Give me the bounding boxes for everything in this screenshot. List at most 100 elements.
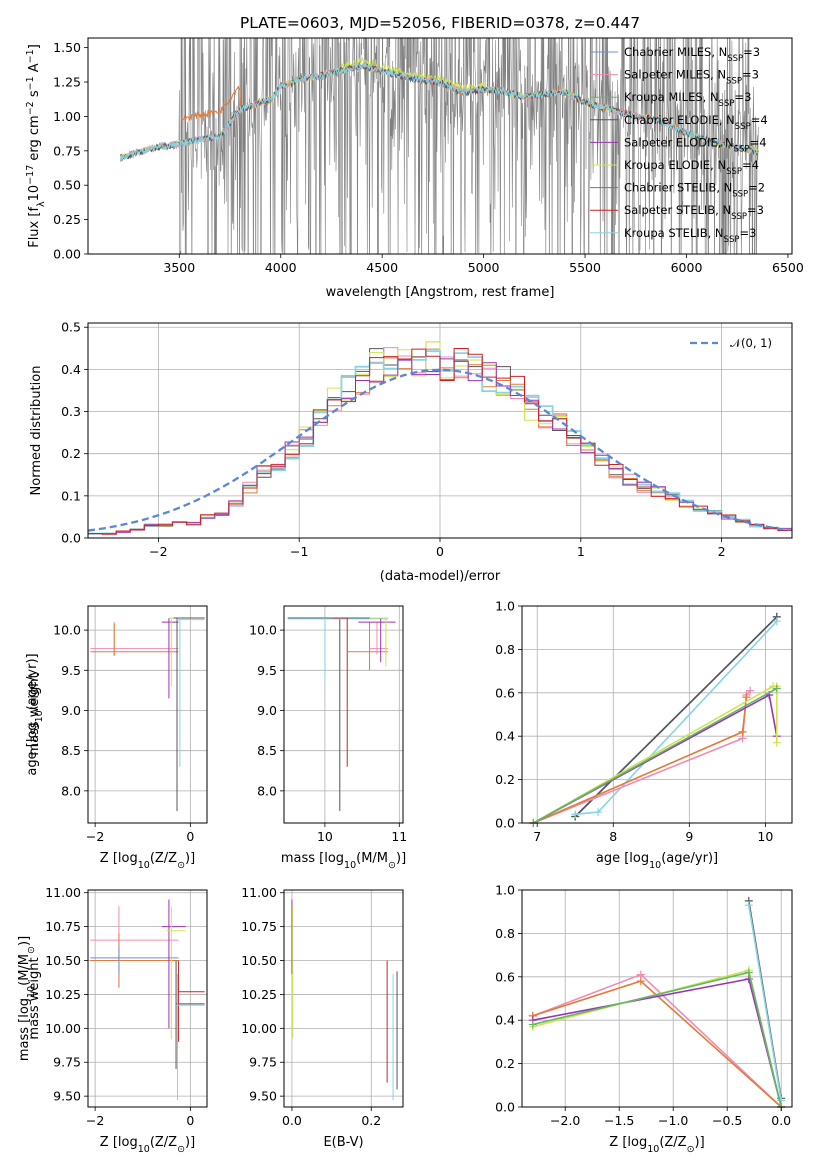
legend-text: Chabrier ELODIE, N — [624, 113, 735, 127]
y-tick-label: 9.50 — [249, 1089, 277, 1104]
axis-frame — [87, 605, 208, 824]
axes-mass_vs_Z: −2 0 9.50 9.75 10.00 10.25 10.50 10.75 11.00 Z [l… — [17, 885, 208, 1155]
x-tick-label: 11 — [391, 829, 407, 844]
x-tick-label: −2 — [86, 1113, 104, 1128]
legend-nssp: =3 — [739, 226, 756, 240]
y-tick-label: 0.00 — [53, 247, 81, 262]
axes-age_vs_mass: 10 11 8.0 8.5 9.0 9.5 10.0 mass [log10(M/M⊙)] — [249, 605, 407, 871]
x-axis-label: wavelength [Angstrom, rest frame] — [326, 285, 555, 300]
y-tick-label: 0.4 — [61, 362, 81, 377]
axes-residuals: −2 −1 0 1 2 0.0 0.1 0.2 0.3 0.4 0.5 (data-model)/er… — [29, 320, 793, 584]
panel-age_vs_Z: −2 0 8.0 8.5 9.0 9.5 10.0 Z [log10(Z/Z⊙)] age [l… — [25, 605, 208, 871]
x-tick-label: −1.0 — [658, 1113, 688, 1128]
y-tick-label: 0.25 — [53, 212, 81, 227]
y-tick-label: 10.25 — [45, 987, 81, 1002]
x-tick-label: 1 — [577, 544, 585, 559]
axes-age_vs_Z: −2 0 8.0 8.5 9.0 9.5 10.0 Z [log10(Z/Z⊙)] age [l… — [25, 605, 208, 871]
x-tick-label: 7 — [533, 829, 541, 844]
legend-entry: Salpeter MILES, NSSP=3 — [624, 68, 759, 87]
x-tick-label: 2 — [718, 544, 726, 559]
weight-marker — [636, 977, 645, 986]
plot-area-age_vs_mass — [287, 617, 396, 811]
x-tick-label: 0 — [186, 829, 194, 844]
panel-weight_vs_age: 7 8 9 10 0.0 0.2 0.4 0.6 0.8 1.0 age [log10(age/yr… — [27, 599, 793, 871]
legend-nssp: =2 — [748, 181, 765, 195]
y-tick-label: 9.0 — [257, 703, 277, 718]
legend-subscript: SSP — [727, 54, 743, 64]
y-tick-label: 1.25 — [53, 75, 81, 90]
weight-line — [533, 693, 778, 824]
weight-line — [574, 616, 778, 818]
y-tick-label: 10.00 — [241, 1021, 277, 1036]
legend-subscript: SSP — [734, 144, 750, 154]
y-tick-label: 0.2 — [61, 446, 81, 461]
y-axis-label: mass [log10(M/M⊙)] — [17, 936, 37, 1061]
x-tick-label: 8 — [609, 829, 617, 844]
axis-frame — [521, 889, 793, 1108]
y-tick-label: 0.6 — [495, 969, 515, 984]
y-tick-label: 0.4 — [495, 1013, 515, 1028]
plot-area-residuals: 𝒩(0, 1) — [87, 336, 792, 535]
x-tick-label: 9 — [685, 829, 693, 844]
y-tick-label: 9.50 — [53, 1089, 81, 1104]
y-tick-label: 8.0 — [61, 783, 81, 798]
legend-text: Chabrier STELIB, N — [624, 181, 732, 195]
legend-text: Salpeter MILES, N — [624, 68, 726, 82]
model-spectrum-line — [120, 61, 759, 161]
weight-line — [748, 905, 782, 1101]
panel-weight_vs_Z: −2.0 −1.5 −1.0 −0.5 0.0 0.0 0.2 0.4 0.6 0.8 1.0 Z [… — [27, 883, 793, 1155]
legend-entry: Kroupa ELODIE, NSSP=4 — [624, 158, 759, 177]
legend-entry: Chabrier ELODIE, NSSP=4 — [624, 113, 768, 132]
legend-subscript: SSP — [724, 235, 740, 245]
y-tick-label: 9.5 — [61, 663, 81, 678]
y-tick-label: 0.0 — [61, 531, 81, 546]
y-tick-label: 1.0 — [495, 599, 515, 614]
weight-marker — [571, 810, 580, 819]
legend-nssp: =4 — [750, 135, 767, 149]
x-axis-label: (data-model)/error — [380, 569, 501, 584]
y-tick-label: 0.2 — [495, 772, 515, 787]
axes-weight_vs_age: 7 8 9 10 0.0 0.2 0.4 0.6 0.8 1.0 age [log10(age/yr… — [27, 599, 793, 871]
x-tick-label: 5500 — [569, 260, 601, 275]
x-tick-label: 10 — [317, 829, 333, 844]
y-tick-label: 0.50 — [53, 178, 81, 193]
legend-text: Salpeter STELIB, N — [624, 203, 731, 217]
weight-marker — [772, 738, 781, 747]
y-tick-label: 1.00 — [53, 109, 81, 124]
axis-frame — [87, 889, 208, 1108]
legend-entry: Salpeter ELODIE, NSSP=4 — [624, 135, 767, 154]
axes-mass_vs_EBV: 0.0 0.2 9.50 9.75 10.00 10.25 10.50 10.75 11.00 E… — [241, 885, 404, 1150]
x-tick-label: 5000 — [468, 260, 500, 275]
y-tick-label: 0.2 — [495, 1056, 515, 1071]
legend-nssp: =4 — [751, 113, 768, 127]
weight-marker — [594, 808, 603, 817]
y-tick-label: 10.50 — [241, 953, 277, 968]
legend-nssp: =3 — [747, 203, 764, 217]
axes-spectrum: 3500 4000 4500 5000 5500 6000 6500 0.00 0.25 0.50… — [25, 37, 804, 300]
x-axis-label: mass [log10(M/M⊙)] — [281, 851, 406, 871]
y-tick-label: 10.75 — [241, 919, 277, 934]
x-axis-label: Z [log10(Z/Z⊙)] — [100, 851, 195, 871]
axis-frame — [283, 889, 404, 1108]
legend-nssp: =3 — [743, 45, 760, 59]
legend-entry: Kroupa MILES, NSSP=3 — [624, 90, 751, 109]
y-tick-label: 0.8 — [495, 642, 515, 657]
legend-subscript: SSP — [735, 122, 751, 132]
legend-text: Chabrier MILES, N — [624, 45, 727, 59]
weight-marker — [738, 727, 747, 736]
y-tick-label: 0.1 — [61, 488, 81, 503]
y-tick-label: 8.0 — [257, 783, 277, 798]
x-tick-label: −0.5 — [712, 1113, 742, 1128]
x-tick-label: 0.2 — [361, 1113, 381, 1128]
x-axis-label: E(B-V) — [323, 1135, 363, 1150]
y-tick-label: 9.0 — [61, 703, 81, 718]
plot-area-weight_vs_Z — [528, 896, 786, 1111]
legend-subscript: SSP — [726, 167, 742, 177]
weight-marker — [742, 693, 751, 702]
legend-entry: Chabrier STELIB, NSSP=2 — [624, 181, 765, 200]
weight-marker — [772, 617, 781, 626]
histogram-step — [88, 348, 792, 535]
